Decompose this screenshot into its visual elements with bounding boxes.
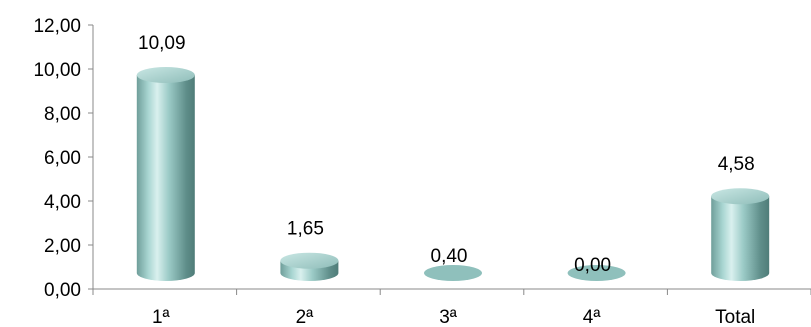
y-tick-label: 12,00 [33, 16, 81, 37]
category-label: 4ª [583, 307, 602, 327]
y-tick-label: 2,00 [44, 236, 81, 257]
value-label: 1,65 [287, 219, 324, 240]
value-label: 4,58 [718, 154, 755, 175]
y-tick-label: 6,00 [44, 148, 81, 169]
category-label: 2ª [296, 307, 315, 327]
y-tick-label: 8,00 [44, 104, 81, 125]
bar [711, 188, 770, 281]
bar-body [136, 75, 195, 282]
category-label: 3ª [439, 307, 458, 327]
bar-top [280, 252, 339, 269]
bar-top [711, 188, 770, 205]
bar-top [567, 265, 626, 281]
category-label: 1ª [152, 307, 171, 327]
bar-top [424, 265, 482, 281]
bar-top [136, 67, 195, 84]
bar [567, 265, 626, 281]
bar [280, 252, 339, 281]
y-tick-label: 0,00 [44, 280, 81, 301]
bar-body [711, 196, 770, 281]
axes: 0,00 2,00 4,00 6,00 8,00 10,00 12,00 [33, 16, 811, 301]
labels: 10,09 1ª 1,65 2ª 0,40 3ª 0,00 4ª 4,58 Total [138, 33, 755, 327]
y-tick-label: 10,00 [33, 60, 81, 81]
bar [136, 67, 195, 282]
bar [424, 265, 482, 281]
value-label: 0,00 [574, 255, 611, 276]
value-label: 0,40 [431, 246, 468, 267]
value-label: 10,09 [138, 33, 186, 54]
category-label: Total [715, 307, 755, 327]
y-tick-label: 4,00 [44, 192, 81, 213]
bars [136, 67, 770, 282]
